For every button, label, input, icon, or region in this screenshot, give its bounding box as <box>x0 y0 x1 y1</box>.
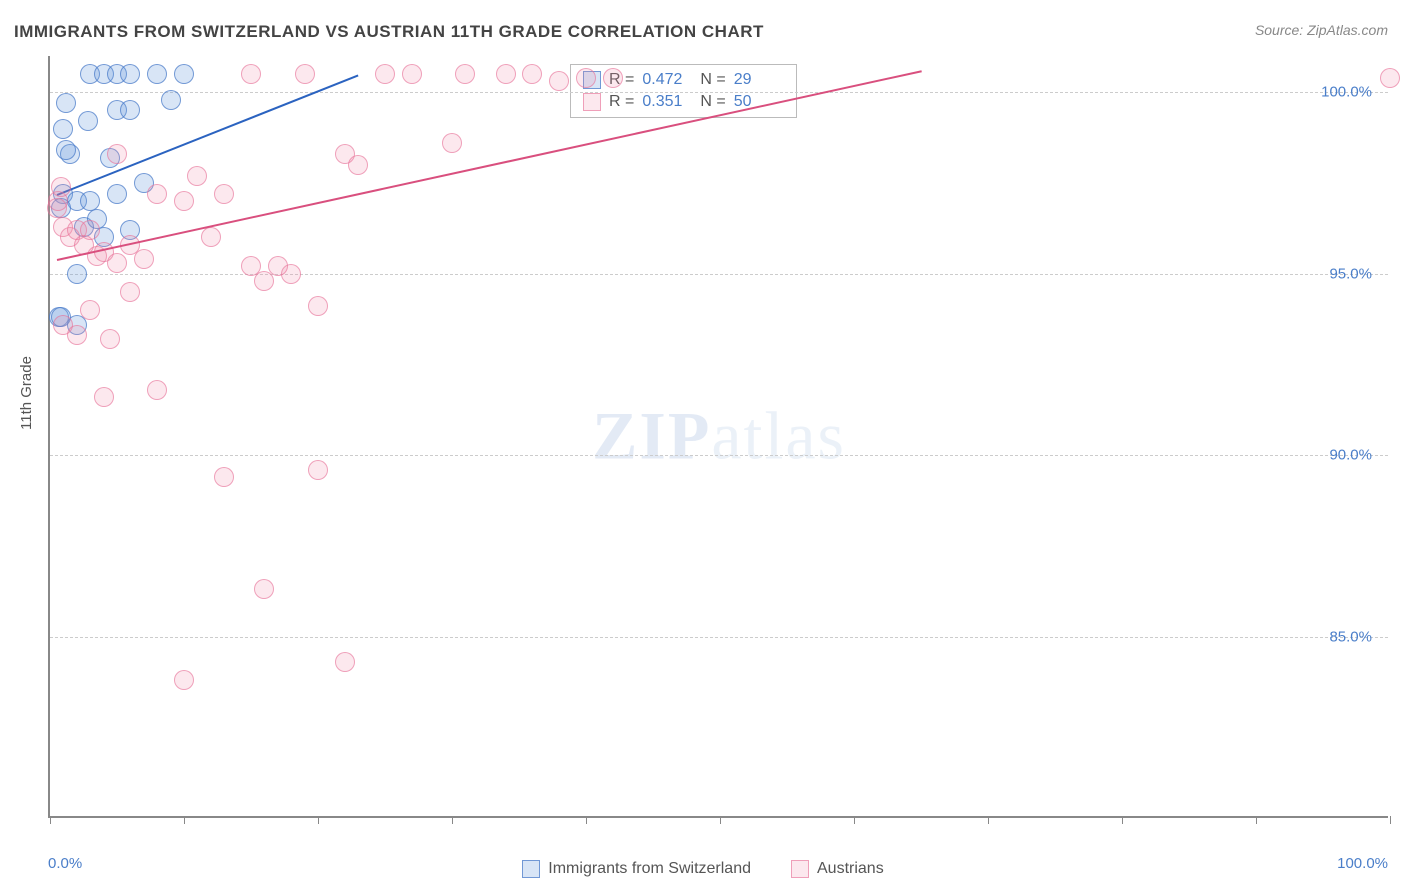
gridline <box>50 92 1388 93</box>
scatter-point <box>107 253 127 273</box>
scatter-point <box>254 579 274 599</box>
scatter-point <box>174 64 194 84</box>
y-tick-label: 95.0% <box>1329 265 1372 282</box>
scatter-point <box>120 282 140 302</box>
scatter-point <box>174 191 194 211</box>
x-tick <box>50 816 51 824</box>
scatter-point <box>80 220 100 240</box>
scatter-point <box>147 380 167 400</box>
scatter-point <box>174 670 194 690</box>
scatter-point <box>100 329 120 349</box>
scatter-point <box>80 300 100 320</box>
x-tick-min: 0.0% <box>48 855 82 872</box>
scatter-point <box>67 264 87 284</box>
stats-r-label: R = <box>609 93 634 111</box>
x-tick-max: 100.0% <box>1337 855 1388 872</box>
scatter-point <box>268 256 288 276</box>
scatter-point <box>522 64 542 84</box>
scatter-point <box>442 133 462 153</box>
plot-area: ZIPatlas R =0.472N =29R =0.351N =50 85.0… <box>48 56 1388 818</box>
scatter-point <box>51 177 71 197</box>
scatter-point <box>308 296 328 316</box>
y-tick-label: 85.0% <box>1329 628 1372 645</box>
scatter-point <box>348 155 368 175</box>
chart-title: IMMIGRANTS FROM SWITZERLAND VS AUSTRIAN … <box>14 22 764 42</box>
x-tick <box>988 816 989 824</box>
scatter-point <box>120 100 140 120</box>
scatter-point <box>94 387 114 407</box>
scatter-point <box>147 64 167 84</box>
legend-swatch-icon <box>791 860 809 878</box>
legend-label: Immigrants from Switzerland <box>548 860 751 878</box>
x-tick <box>586 816 587 824</box>
scatter-point <box>549 71 569 91</box>
y-tick-label: 90.0% <box>1329 447 1372 464</box>
scatter-point <box>335 652 355 672</box>
legend-swatch-icon <box>522 860 540 878</box>
scatter-point <box>67 325 87 345</box>
scatter-point <box>375 64 395 84</box>
scatter-point <box>214 467 234 487</box>
x-tick <box>720 816 721 824</box>
stats-swatch-icon <box>583 93 601 111</box>
bottom-legend: Immigrants from Switzerland Austrians <box>0 860 1406 878</box>
y-axis-label: 11th Grade <box>18 356 35 430</box>
scatter-point <box>241 64 261 84</box>
y-tick-label: 100.0% <box>1321 84 1372 101</box>
x-tick <box>854 816 855 824</box>
stats-n-label: N = <box>700 93 725 111</box>
legend-item-austrians: Austrians <box>791 860 884 878</box>
stats-n-value: 29 <box>734 71 784 89</box>
scatter-point <box>295 64 315 84</box>
scatter-point <box>53 119 73 139</box>
source-attribution: Source: ZipAtlas.com <box>1255 22 1388 38</box>
stats-n-label: N = <box>700 71 725 89</box>
scatter-point <box>78 111 98 131</box>
scatter-point <box>120 64 140 84</box>
scatter-point <box>496 64 516 84</box>
stats-r-value: 0.351 <box>642 93 692 111</box>
scatter-point <box>201 227 221 247</box>
x-tick <box>452 816 453 824</box>
scatter-point <box>603 68 623 88</box>
stats-r-value: 0.472 <box>642 71 692 89</box>
scatter-point <box>56 140 76 160</box>
scatter-point <box>1380 68 1400 88</box>
scatter-point <box>107 144 127 164</box>
scatter-point <box>147 184 167 204</box>
x-tick <box>1122 816 1123 824</box>
trend-line <box>56 71 921 262</box>
scatter-point <box>576 68 596 88</box>
scatter-point <box>187 166 207 186</box>
x-tick <box>1390 816 1391 824</box>
scatter-point <box>402 64 422 84</box>
scatter-point <box>161 90 181 110</box>
watermark: ZIPatlas <box>592 397 846 476</box>
scatter-point <box>107 184 127 204</box>
scatter-point <box>80 191 100 211</box>
scatter-point <box>308 460 328 480</box>
scatter-point <box>56 93 76 113</box>
scatter-point <box>455 64 475 84</box>
x-tick <box>318 816 319 824</box>
scatter-point <box>134 249 154 269</box>
legend-label: Austrians <box>817 860 884 878</box>
legend-item-switzerland: Immigrants from Switzerland <box>522 860 751 878</box>
gridline <box>50 455 1388 456</box>
x-tick <box>184 816 185 824</box>
x-tick <box>1256 816 1257 824</box>
stats-row: R =0.351N =50 <box>571 91 796 113</box>
scatter-point <box>214 184 234 204</box>
gridline <box>50 637 1388 638</box>
